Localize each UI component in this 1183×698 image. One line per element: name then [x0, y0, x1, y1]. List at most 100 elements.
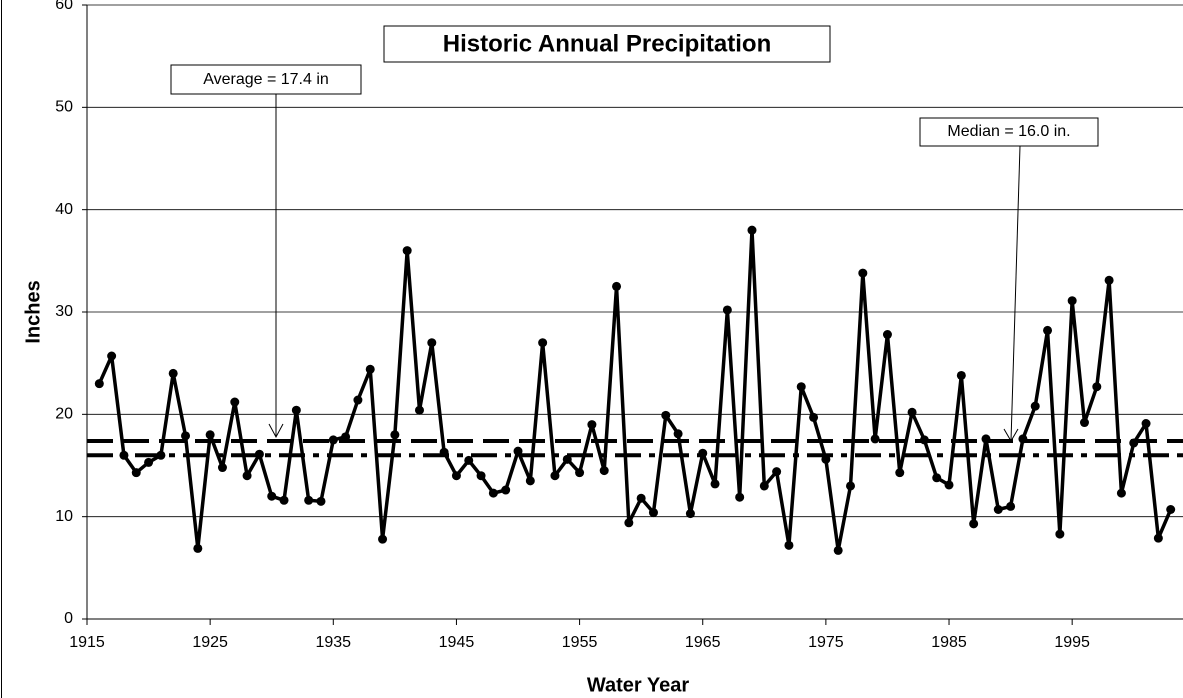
- data-point: [402, 246, 412, 256]
- data-point: [1067, 296, 1077, 306]
- data-point: [784, 540, 794, 550]
- data-point: [698, 448, 708, 458]
- data-point: [378, 534, 388, 544]
- data-point: [156, 450, 166, 460]
- data-point: [513, 446, 523, 456]
- data-point: [685, 509, 695, 519]
- data-point: [809, 412, 819, 422]
- data-point: [365, 364, 375, 374]
- data-point: [796, 382, 806, 392]
- data-point: [451, 471, 461, 481]
- data-point: [476, 471, 486, 481]
- data-point: [710, 479, 720, 489]
- y-tick-label: 10: [55, 508, 73, 525]
- x-tick-label: 1975: [808, 634, 844, 651]
- data-point: [316, 496, 326, 506]
- data-point: [612, 281, 622, 291]
- data-point: [1043, 325, 1053, 335]
- data-point: [919, 435, 929, 445]
- annotation-box: [919, 117, 1099, 147]
- y-tick-label: 40: [55, 201, 73, 218]
- data-point: [944, 480, 954, 490]
- x-tick-label: 1935: [315, 634, 351, 651]
- chart-title: Historic Annual Precipitation: [443, 30, 772, 57]
- data-point: [722, 305, 732, 315]
- data-point: [193, 543, 203, 553]
- annotation-arrow: [1010, 145, 1021, 442]
- y-tick-label: 50: [55, 99, 73, 116]
- x-tick-label: 1955: [562, 634, 598, 651]
- y-axis-label: Inches: [22, 280, 44, 343]
- data-point: [131, 468, 141, 478]
- data-point: [94, 379, 104, 389]
- data-point: [993, 505, 1003, 515]
- data-point: [1166, 505, 1176, 515]
- data-point: [501, 485, 511, 495]
- annotation-box: [170, 64, 362, 95]
- data-point: [882, 330, 892, 340]
- x-tick-label: 1915: [69, 634, 105, 651]
- data-point: [1018, 434, 1028, 444]
- data-point: [538, 338, 548, 348]
- data-point: [464, 455, 474, 465]
- data-point: [341, 432, 351, 442]
- data-point: [107, 351, 117, 361]
- x-tick-label: 1965: [685, 634, 721, 651]
- arrowhead: [1003, 428, 1019, 442]
- data-point: [575, 468, 585, 478]
- data-point: [932, 473, 942, 483]
- data-point: [759, 481, 769, 491]
- x-tick-label: 1925: [192, 634, 228, 651]
- x-tick-label: 1995: [1054, 634, 1090, 651]
- data-point: [525, 476, 535, 486]
- arrowhead: [268, 423, 284, 439]
- data-point: [181, 431, 191, 441]
- data-line: [97, 228, 1173, 553]
- data-point: [328, 435, 338, 445]
- data-point: [895, 468, 905, 478]
- title-box: [383, 25, 831, 63]
- data-point: [1116, 488, 1126, 498]
- data-point: [254, 449, 264, 459]
- data-point: [624, 518, 634, 528]
- x-tick-label: 1985: [931, 634, 967, 651]
- data-point: [661, 410, 671, 420]
- data-point: [279, 495, 289, 505]
- data-point: [1129, 438, 1139, 448]
- data-point: [969, 519, 979, 529]
- data-point: [353, 395, 363, 405]
- data-point: [833, 545, 843, 555]
- data-point: [870, 434, 880, 444]
- data-point: [427, 338, 437, 348]
- data-point: [230, 397, 240, 407]
- data-point: [217, 463, 227, 473]
- data-point: [772, 467, 782, 477]
- annotation: Average = 17.4 in: [203, 71, 329, 88]
- data-point: [168, 368, 178, 378]
- data-point: [648, 508, 658, 518]
- annotation: Median = 16.0 in.: [947, 123, 1070, 140]
- data-point: [1055, 529, 1065, 539]
- y-tick-label: 60: [55, 0, 73, 13]
- data-point: [636, 493, 646, 503]
- data-point: [981, 434, 991, 444]
- y-tick-label: 20: [55, 406, 73, 423]
- data-point: [304, 495, 314, 505]
- data-point: [414, 405, 424, 415]
- x-tick-label: 1945: [439, 634, 475, 651]
- x-axis-label: Water Year: [587, 674, 690, 696]
- data-point: [205, 430, 215, 440]
- data-point: [390, 430, 400, 440]
- data-point: [267, 491, 277, 501]
- y-tick-label: 0: [64, 610, 73, 627]
- data-point: [587, 420, 597, 430]
- data-point: [858, 268, 868, 278]
- plot-area: 0 10 20 30 40 50 60 1915 1925 1935 1945 1955 1965 197…: [55, 0, 1183, 651]
- data-point: [1079, 418, 1089, 428]
- data-point: [956, 370, 966, 380]
- data-point: [821, 454, 831, 464]
- data-point: [242, 471, 252, 481]
- data-point: [562, 454, 572, 464]
- data-point: [1104, 275, 1114, 285]
